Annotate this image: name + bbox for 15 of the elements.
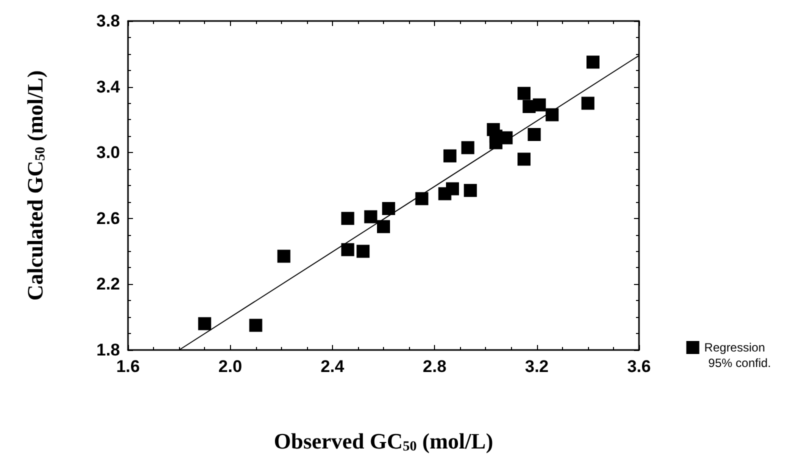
x-tick-label: 2.4	[320, 357, 345, 376]
legend-label: Regression	[704, 340, 766, 354]
y-tick-label: 2.2	[96, 274, 120, 294]
x-tick-label: 1.6	[116, 357, 140, 376]
y-tick-label: 2.6	[96, 208, 120, 228]
y-axis-title: Calculated GC50 (mol/L)	[22, 70, 48, 301]
x-tick-label: 3.6	[627, 357, 651, 376]
y-tick-label: 3.4	[96, 77, 121, 96]
x-tick-label: 2.0	[218, 357, 242, 376]
text: 95% confid.	[708, 356, 772, 370]
y-tick-label: 3.8	[96, 12, 120, 30]
x-tick-label: 3.2	[524, 357, 549, 376]
y-tick-label: 1.8	[96, 340, 120, 360]
x-tick-label: 2.8	[422, 357, 446, 376]
y-tick-label: 3.0	[96, 143, 120, 162]
